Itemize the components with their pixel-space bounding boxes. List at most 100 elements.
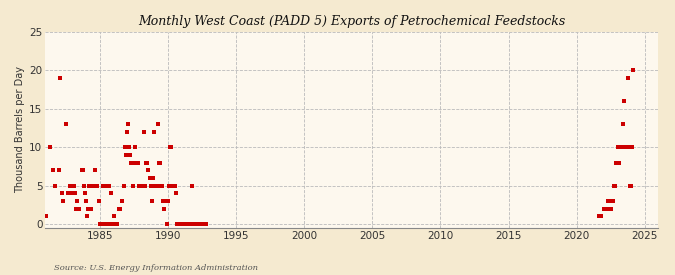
Point <box>151 183 162 188</box>
Point <box>133 160 144 165</box>
Point <box>614 145 625 149</box>
Point <box>200 222 211 226</box>
Point <box>612 145 623 149</box>
Point <box>101 183 112 188</box>
Point <box>621 145 632 149</box>
Point <box>610 183 620 188</box>
Point <box>55 76 65 80</box>
Text: Source: U.S. Energy Information Administration: Source: U.S. Energy Information Administ… <box>54 264 258 272</box>
Point <box>130 145 140 149</box>
Point <box>134 183 145 188</box>
Point <box>171 222 182 226</box>
Point <box>138 130 149 134</box>
Point <box>92 183 103 188</box>
Point <box>173 222 184 226</box>
Point <box>191 222 202 226</box>
Point <box>148 176 159 180</box>
Point <box>595 214 606 219</box>
Point <box>163 199 173 203</box>
Point <box>138 183 148 188</box>
Point <box>108 222 119 226</box>
Point <box>84 183 95 188</box>
Point <box>132 160 142 165</box>
Point <box>622 76 633 80</box>
Point <box>175 222 186 226</box>
Point <box>603 199 614 203</box>
Point <box>110 222 121 226</box>
Point <box>193 222 204 226</box>
Point <box>611 160 622 165</box>
Point <box>201 222 212 226</box>
Point <box>620 145 631 149</box>
Point <box>177 222 188 226</box>
Point <box>614 160 624 165</box>
Point <box>624 145 634 149</box>
Point <box>145 183 156 188</box>
Point <box>153 122 163 127</box>
Point <box>128 160 139 165</box>
Point <box>105 222 115 226</box>
Point <box>160 199 171 203</box>
Point <box>76 168 87 172</box>
Point <box>57 191 68 196</box>
Point <box>63 191 74 196</box>
Point <box>196 222 207 226</box>
Point <box>599 207 610 211</box>
Point <box>140 183 151 188</box>
Point <box>198 222 209 226</box>
Point <box>170 191 181 196</box>
Point <box>178 222 189 226</box>
Point <box>143 168 154 172</box>
Point <box>619 99 630 103</box>
Point <box>144 176 155 180</box>
Point <box>78 183 89 188</box>
Point <box>103 183 114 188</box>
Point <box>53 168 64 172</box>
Point <box>70 191 80 196</box>
Point <box>131 160 142 165</box>
Point <box>156 183 167 188</box>
Point <box>123 122 134 127</box>
Point <box>120 153 131 157</box>
Point <box>194 222 205 226</box>
Point <box>173 222 184 226</box>
Point <box>83 207 94 211</box>
Point <box>90 168 101 172</box>
Point <box>185 222 196 226</box>
Point <box>41 214 52 219</box>
Point <box>183 222 194 226</box>
Point <box>624 183 635 188</box>
Point <box>609 183 620 188</box>
Point <box>148 130 159 134</box>
Point <box>58 199 69 203</box>
Point <box>617 145 628 149</box>
Point <box>111 222 122 226</box>
Point <box>142 160 153 165</box>
Point <box>161 222 172 226</box>
Point <box>159 207 170 211</box>
Point <box>618 122 628 127</box>
Point <box>601 207 612 211</box>
Point <box>157 183 167 188</box>
Point <box>608 199 618 203</box>
Point <box>65 183 76 188</box>
Point <box>70 207 81 211</box>
Point <box>135 183 146 188</box>
Point <box>122 130 132 134</box>
Y-axis label: Thousand Barrels per Day: Thousand Barrels per Day <box>15 67 25 193</box>
Point <box>115 207 126 211</box>
Point <box>50 183 61 188</box>
Point <box>125 153 136 157</box>
Point <box>192 222 202 226</box>
Point <box>136 183 147 188</box>
Point <box>186 183 197 188</box>
Point <box>48 168 59 172</box>
Point <box>68 183 79 188</box>
Point <box>606 199 617 203</box>
Point <box>141 160 152 165</box>
Point <box>95 222 106 226</box>
Point <box>113 207 124 211</box>
Point <box>155 160 165 165</box>
Point <box>153 160 164 165</box>
Point <box>118 183 129 188</box>
